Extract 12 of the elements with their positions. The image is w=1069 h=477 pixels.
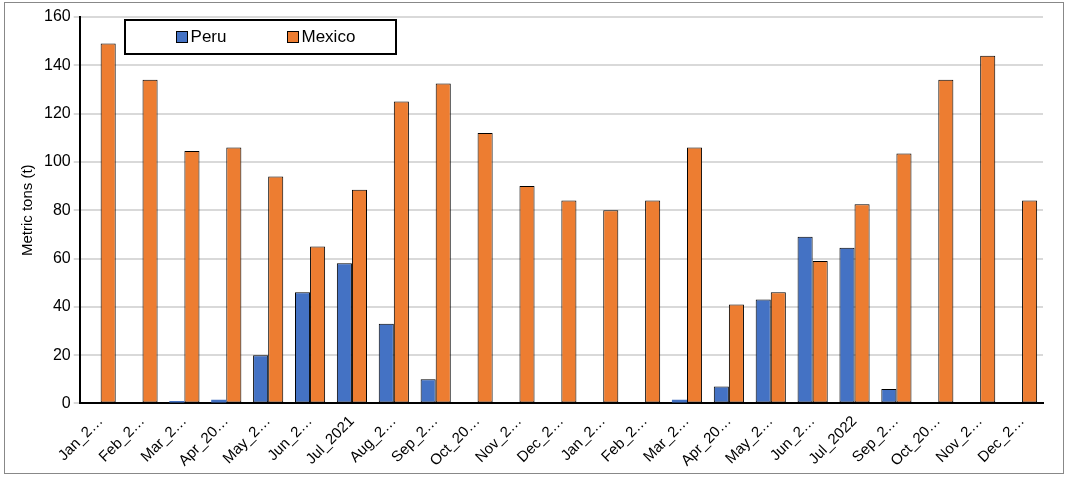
y-tick-label: 140 <box>43 55 71 73</box>
y-tick-label: 80 <box>52 200 71 218</box>
y-axis-title: Metric tons (t) <box>18 164 36 257</box>
legend-label: Peru <box>190 27 227 47</box>
y-tick-label: 100 <box>43 152 71 170</box>
y-tick-label: 160 <box>43 7 71 25</box>
legend-label: Mexico <box>301 27 356 47</box>
y-tick-label: 20 <box>52 345 71 363</box>
y-tick-label: 40 <box>52 297 71 315</box>
y-tick-label: 0 <box>61 393 71 411</box>
y-tick-label: 120 <box>43 104 71 122</box>
y-tick-label: 60 <box>52 248 71 266</box>
